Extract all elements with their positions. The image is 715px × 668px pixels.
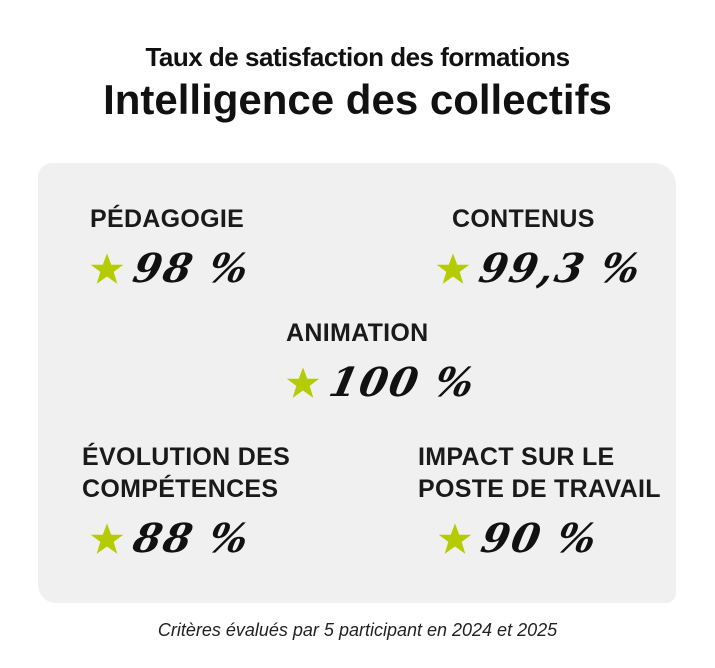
metric-contenus: CONTENUS 99,3 % bbox=[436, 203, 646, 292]
metric-animation: ANIMATION 100 % bbox=[286, 317, 480, 406]
metric-value: 90 % bbox=[477, 515, 603, 562]
metric-value: 98 % bbox=[129, 245, 255, 292]
metric-pedagogie: PÉDAGOGIE 98 % bbox=[90, 203, 255, 292]
star-icon bbox=[436, 252, 470, 284]
metric-value: 88 % bbox=[129, 515, 255, 562]
star-icon bbox=[90, 252, 124, 284]
subtitle: Taux de satisfaction des formations bbox=[145, 42, 570, 72]
star-icon bbox=[90, 522, 124, 554]
footnote: Critères évalués par 5 participant en 20… bbox=[157, 620, 558, 640]
metric-label: ÉVOLUTION DES COMPÉTENCES bbox=[82, 443, 291, 503]
page-title: Intelligence des collectifs bbox=[103, 76, 612, 123]
metric-label: IMPACT SUR LE POSTE DE TRAVAIL bbox=[418, 443, 661, 503]
metric-label: PÉDAGOGIE bbox=[90, 205, 245, 233]
metric-impact: IMPACT SUR LE POSTE DE TRAVAIL 90 % bbox=[418, 441, 668, 562]
metric-evolution: ÉVOLUTION DES COMPÉTENCES 88 % bbox=[82, 441, 332, 562]
metric-value: 100 % bbox=[325, 359, 481, 406]
star-icon bbox=[438, 522, 472, 554]
star-icon bbox=[286, 366, 320, 398]
metrics-panel bbox=[38, 163, 676, 603]
metric-label: CONTENUS bbox=[452, 205, 595, 233]
metric-value: 99,3 % bbox=[475, 245, 647, 292]
metric-label: ANIMATION bbox=[286, 319, 429, 347]
